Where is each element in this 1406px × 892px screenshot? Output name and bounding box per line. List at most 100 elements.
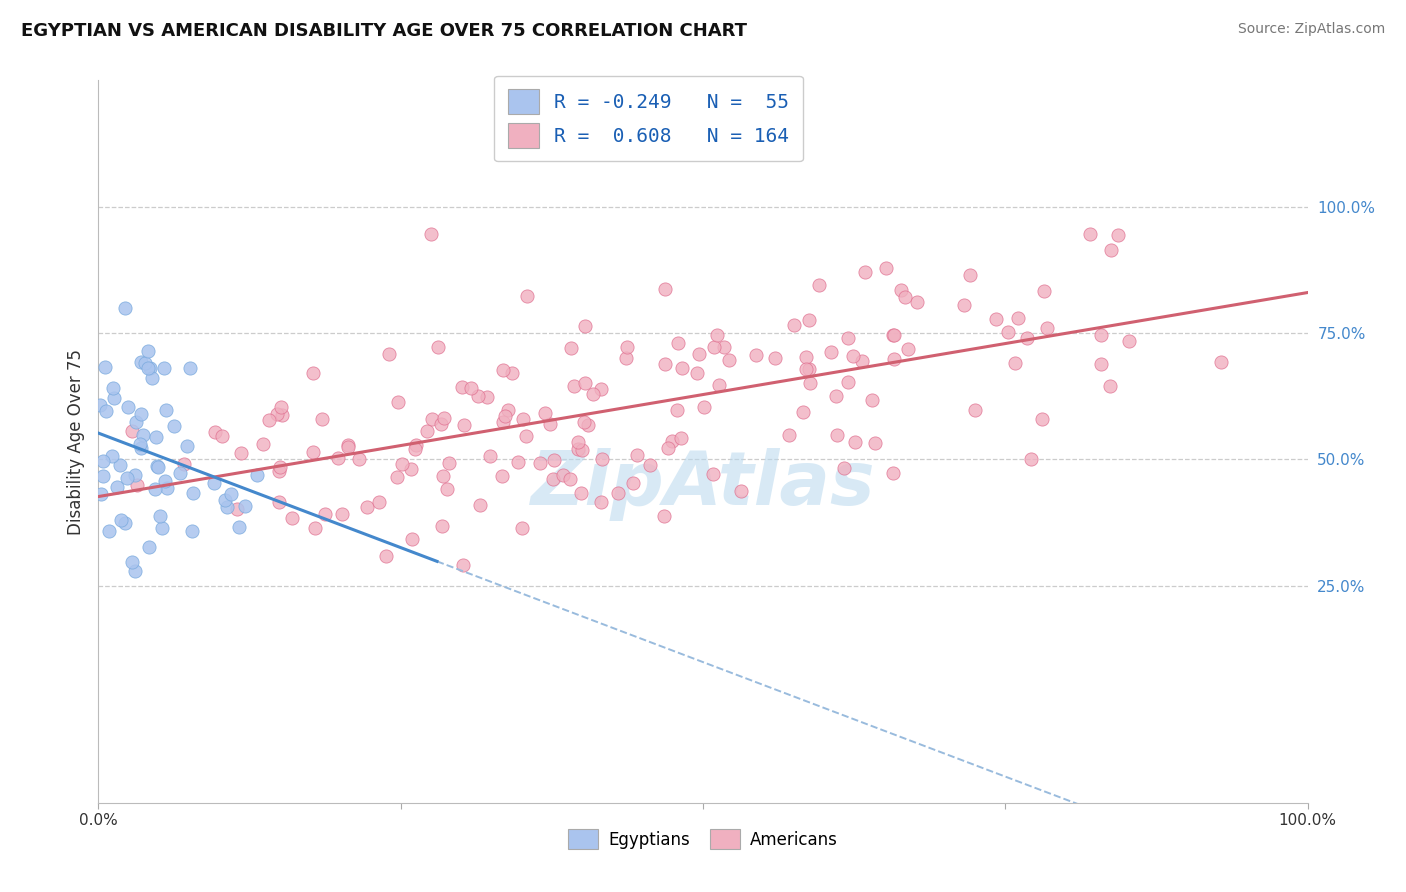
Point <box>965 403 987 417</box>
Point <box>661 434 683 449</box>
Point <box>1007 311 1029 326</box>
Point <box>374 549 396 564</box>
Point <box>214 492 236 507</box>
Point <box>1031 412 1053 426</box>
Point <box>1098 378 1121 392</box>
Point <box>702 467 724 482</box>
Point <box>953 298 976 312</box>
Point <box>453 418 475 433</box>
Point <box>492 363 515 377</box>
Point <box>110 458 132 473</box>
Point <box>515 429 537 443</box>
Point <box>301 445 323 459</box>
Point <box>156 482 179 496</box>
Point <box>269 495 291 509</box>
Point <box>512 521 534 535</box>
Point <box>141 371 163 385</box>
Point <box>797 361 820 376</box>
Point <box>419 227 441 241</box>
Point <box>134 356 156 370</box>
Point <box>138 343 160 358</box>
Point <box>478 449 501 463</box>
Point <box>90 487 112 501</box>
Point <box>1118 334 1140 348</box>
Point <box>415 424 437 438</box>
Point <box>666 336 689 351</box>
Point <box>763 351 786 366</box>
Point <box>266 407 288 421</box>
Point <box>1015 331 1038 345</box>
Point <box>713 340 735 354</box>
Point <box>337 440 360 454</box>
Point <box>378 346 401 360</box>
Point <box>228 520 250 534</box>
Point <box>132 427 155 442</box>
Point <box>451 558 474 572</box>
Point <box>219 486 242 500</box>
Point <box>591 495 613 509</box>
Point <box>654 358 676 372</box>
Point <box>1078 227 1101 241</box>
Point <box>589 382 612 396</box>
Point <box>356 500 378 515</box>
Point <box>538 417 561 432</box>
Point <box>475 390 498 404</box>
Point <box>114 516 136 530</box>
Point <box>883 327 905 342</box>
Point <box>181 486 204 500</box>
Point <box>430 417 453 431</box>
Point <box>271 409 294 423</box>
Point <box>149 508 172 523</box>
Point <box>1019 452 1042 467</box>
Text: EGYPTIAN VS AMERICAN DISABILITY AGE OVER 75 CORRELATION CHART: EGYPTIAN VS AMERICAN DISABILITY AGE OVER… <box>21 22 747 40</box>
Point <box>426 341 449 355</box>
Point <box>706 328 728 343</box>
Point <box>257 413 280 427</box>
Point <box>103 392 125 406</box>
Point <box>129 437 152 451</box>
Y-axis label: Disability Age Over 75: Disability Age Over 75 <box>66 349 84 534</box>
Point <box>621 475 644 490</box>
Point <box>533 406 555 420</box>
Point <box>91 469 114 483</box>
Point <box>231 445 253 459</box>
Point <box>281 511 304 525</box>
Point <box>606 486 628 500</box>
Point <box>626 448 648 462</box>
Point <box>883 351 905 366</box>
Point <box>792 405 814 419</box>
Point <box>797 313 820 327</box>
Point <box>825 389 848 403</box>
Point <box>997 325 1019 339</box>
Point <box>387 394 409 409</box>
Point <box>110 513 132 527</box>
Point <box>153 361 176 376</box>
Text: ZipAtlas: ZipAtlas <box>530 449 876 522</box>
Point <box>467 389 489 403</box>
Point <box>98 524 121 539</box>
Point <box>125 478 148 492</box>
Point <box>986 312 1008 326</box>
Point <box>89 398 111 412</box>
Point <box>491 469 513 483</box>
Point <box>688 347 710 361</box>
Point <box>782 318 804 333</box>
Point <box>401 462 423 476</box>
Point <box>311 412 333 426</box>
Point <box>129 407 152 421</box>
Point <box>146 460 169 475</box>
Point <box>853 265 876 279</box>
Point <box>302 366 325 380</box>
Point <box>640 458 662 472</box>
Point <box>432 469 454 483</box>
Point <box>124 468 146 483</box>
Point <box>450 380 472 394</box>
Point <box>150 521 173 535</box>
Point <box>837 376 859 390</box>
Point <box>582 387 605 401</box>
Point <box>468 498 491 512</box>
Point <box>145 430 167 444</box>
Point <box>875 260 897 275</box>
Point <box>851 354 873 368</box>
Point <box>169 466 191 480</box>
